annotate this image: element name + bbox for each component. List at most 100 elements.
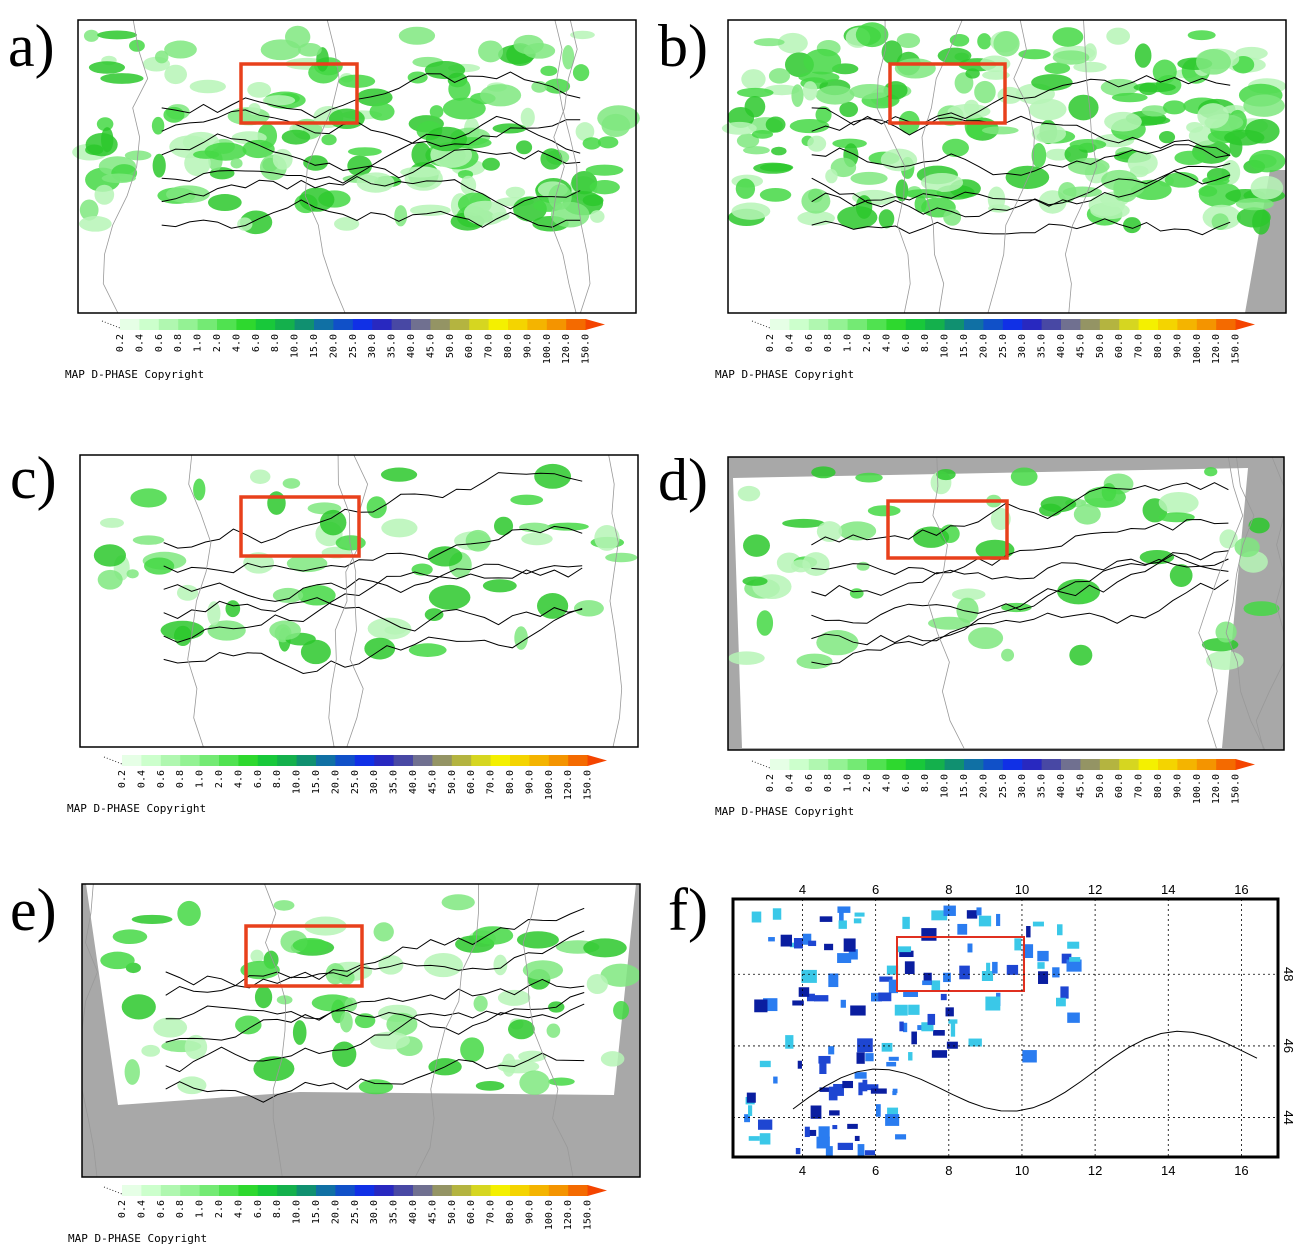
precip-area	[878, 209, 895, 229]
colorbar-label: 4.0	[233, 1200, 244, 1218]
colorbar-label: 70.0	[1134, 334, 1145, 358]
colorbar-cell	[236, 319, 257, 330]
precip-area	[230, 158, 243, 169]
precip-area	[1044, 62, 1071, 74]
colorbar-label: 50.0	[1095, 334, 1106, 358]
precip-area	[132, 535, 165, 545]
x-tick-label-top: 8	[945, 882, 952, 897]
precip-area	[1158, 512, 1195, 523]
border-line	[554, 19, 591, 314]
precip-area	[513, 34, 544, 55]
colorbar-label: 0.2	[765, 334, 776, 352]
region-box	[239, 62, 359, 125]
precip-area	[347, 155, 372, 177]
colorbar-label: 0.6	[156, 770, 167, 788]
colorbar-cell	[257, 1185, 278, 1196]
colorbar-cell	[808, 319, 829, 330]
colorbar-cell	[789, 759, 810, 770]
colorbar-cell	[314, 319, 334, 330]
radar-echo	[897, 946, 912, 953]
x-tick-label-top: 10	[1015, 882, 1029, 897]
radar-echo	[798, 987, 810, 997]
precip-area	[802, 81, 818, 101]
colorbar-label: 90.0	[522, 334, 533, 358]
precip-area	[768, 68, 791, 84]
precip-area	[1169, 564, 1193, 587]
precip-area	[369, 102, 395, 121]
border-line	[608, 454, 623, 748]
precip-area	[448, 77, 471, 101]
precip-area	[398, 26, 436, 45]
precip-area	[743, 534, 770, 557]
precip-area	[1236, 207, 1271, 228]
precip-area	[366, 496, 387, 519]
precip-area	[124, 1059, 140, 1085]
orography-contour	[161, 148, 581, 184]
colorbar-cell	[1061, 759, 1081, 770]
radar-echo	[986, 962, 991, 975]
radar-echo	[903, 1022, 908, 1033]
region-box	[896, 936, 1025, 992]
precip-area	[1158, 130, 1176, 144]
colorbar-cell	[808, 759, 829, 770]
precip-area	[1127, 151, 1158, 175]
precip-area	[921, 173, 964, 193]
colorbar-label: 8.0	[272, 1200, 283, 1218]
precip-area	[815, 85, 855, 105]
colorbar-label: 10.0	[940, 334, 951, 358]
radar-echo	[773, 1076, 778, 1084]
precip-area	[777, 32, 808, 54]
map-panel	[727, 456, 1285, 751]
radar-echo	[1069, 957, 1081, 962]
precip-area	[521, 532, 553, 546]
colorbar-label: 30.0	[1017, 774, 1028, 798]
colorbar-cell	[1022, 319, 1043, 330]
precip-area	[547, 1077, 575, 1086]
precip-area	[965, 68, 980, 79]
colorbar-label: 30.0	[1017, 334, 1028, 358]
precip-area	[97, 569, 123, 590]
precip-area	[282, 478, 301, 489]
precip-area	[1031, 123, 1067, 144]
precip-area	[460, 175, 477, 195]
radar-echo	[828, 973, 839, 988]
colorbar-cell	[1002, 759, 1023, 770]
colorbar-label: 100.0	[542, 334, 553, 364]
radar-echo	[1022, 944, 1034, 958]
precip-area	[1174, 150, 1207, 165]
colorbar-cell	[180, 755, 201, 766]
colorbar-cell	[451, 1185, 472, 1196]
precip-area	[427, 546, 463, 567]
colorbar-cell	[1099, 759, 1120, 770]
precip-area	[88, 61, 126, 74]
colorbar-label: 45.0	[1075, 334, 1086, 358]
precip-area	[912, 526, 950, 548]
colorbar-label: 25.0	[998, 334, 1009, 358]
colorbar-cell	[255, 319, 276, 330]
precip-area	[1162, 100, 1186, 115]
precip-area	[605, 552, 638, 563]
colorbar-under	[751, 760, 771, 769]
colorbar-cell	[1177, 759, 1198, 770]
panel-label: e)	[10, 877, 57, 943]
copyright: MAP D-PHASE Copyright	[67, 802, 206, 815]
region-box	[886, 499, 1009, 560]
colorbar-label: 40.0	[408, 770, 419, 794]
colorbar-cell	[964, 759, 984, 770]
colorbar-label: 100.0	[544, 770, 555, 800]
radar-echo	[948, 1019, 958, 1024]
precip-area	[411, 142, 432, 167]
radar-echo	[985, 996, 1001, 1011]
colorbar-label: 20.0	[978, 334, 989, 358]
orography-contour	[161, 109, 581, 147]
precip-area	[993, 30, 1020, 57]
precip-area	[465, 529, 491, 552]
precip-area	[977, 33, 992, 50]
colorbar-label: 80.0	[1153, 774, 1164, 798]
colorbar-under	[751, 320, 771, 329]
radar-echo	[904, 961, 915, 975]
colorbar-label: 120.0	[1211, 774, 1222, 804]
precip-area	[442, 97, 486, 120]
orography-contour	[165, 978, 585, 1020]
